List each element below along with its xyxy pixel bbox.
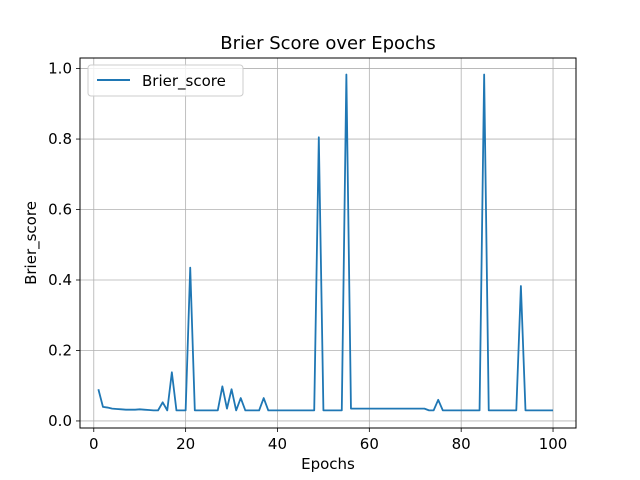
x-tick-label: 60 — [360, 435, 379, 453]
y-tick-label: 0.8 — [48, 130, 72, 148]
chart-title: Brier Score over Epochs — [220, 33, 435, 54]
x-tick-label: 0 — [89, 435, 99, 453]
series-line-brier-score — [97, 73, 554, 412]
plot-frame — [79, 57, 577, 429]
grid — [80, 58, 576, 428]
y-tick-label: 1.0 — [48, 60, 72, 78]
y-tick-label: 0.2 — [48, 341, 72, 359]
legend: Brier_score — [87, 64, 244, 97]
x-tick-label: 100 — [539, 435, 568, 453]
y-axis-label: Brier_score — [22, 201, 41, 285]
legend-label: Brier_score — [142, 72, 226, 91]
x-axis-label: Epochs — [301, 455, 355, 473]
y-tick-label: 0.6 — [48, 201, 72, 219]
series-layer — [97, 73, 554, 412]
x-tick-label: 40 — [268, 435, 287, 453]
y-axis-ticks: 0.0 0.2 0.4 0.6 0.8 1.0 — [48, 60, 80, 430]
y-tick-label: 0.0 — [48, 412, 72, 430]
legend-box — [87, 64, 244, 97]
x-axis-ticks: 0 20 40 60 80 100 — [89, 428, 567, 453]
y-tick-label: 0.4 — [48, 271, 72, 289]
x-tick-label: 80 — [452, 435, 471, 453]
x-tick-label: 20 — [176, 435, 195, 453]
